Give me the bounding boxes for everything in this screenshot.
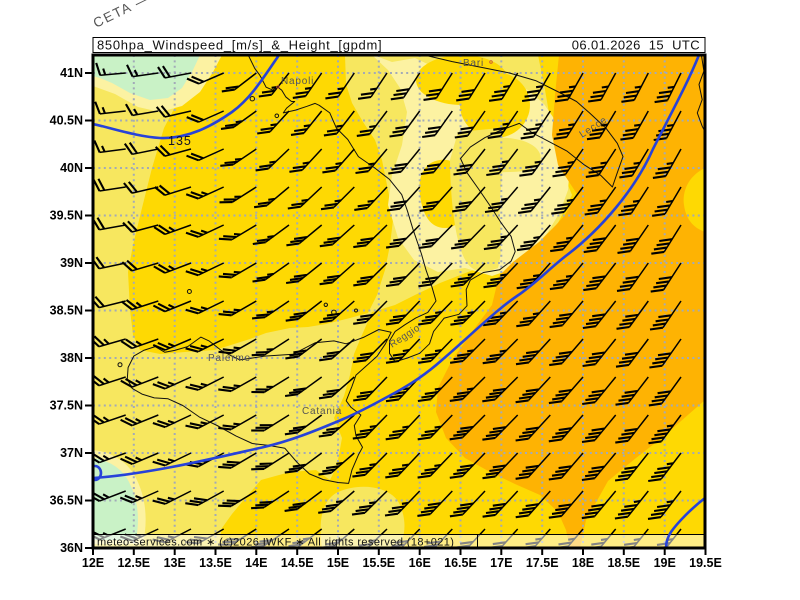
svg-text:06.01.2026 15 UTC: 06.01.2026 15 UTC <box>572 38 700 53</box>
svg-text:18.5E: 18.5E <box>607 556 640 570</box>
svg-text:Catania: Catania <box>302 406 342 417</box>
svg-text:37.5N: 37.5N <box>50 399 83 413</box>
svg-text:38N: 38N <box>60 351 83 365</box>
svg-text:36N: 36N <box>60 541 83 555</box>
svg-text:19.5E: 19.5E <box>689 556 722 570</box>
svg-text:38.5N: 38.5N <box>50 304 83 318</box>
svg-text:meteo-services.com ∗ (c)2026 I: meteo-services.com ∗ (c)2026 IWKF ∗ All … <box>97 537 454 549</box>
svg-text:17E: 17E <box>490 556 512 570</box>
svg-text:39.5N: 39.5N <box>50 209 83 223</box>
svg-text:18E: 18E <box>572 556 594 570</box>
svg-text:40N: 40N <box>60 161 83 175</box>
svg-text:19E: 19E <box>654 556 676 570</box>
svg-text:13E: 13E <box>164 556 186 570</box>
svg-text:37N: 37N <box>60 446 83 460</box>
svg-text:39N: 39N <box>60 256 83 270</box>
svg-text:15.5E: 15.5E <box>362 556 395 570</box>
svg-text:17.5E: 17.5E <box>526 556 559 570</box>
svg-text:135: 135 <box>168 134 192 148</box>
svg-text:16.5E: 16.5E <box>444 556 477 570</box>
svg-text:14E: 14E <box>245 556 267 570</box>
svg-text:36.5N: 36.5N <box>50 494 83 508</box>
svg-text:14.5E: 14.5E <box>281 556 314 570</box>
svg-text:850hpa_Windspeed_[m/s]_&_Heigh: 850hpa_Windspeed_[m/s]_&_Height_[gpdm] <box>97 38 382 53</box>
svg-text:41N: 41N <box>60 66 83 80</box>
svg-text:40.5N: 40.5N <box>50 114 83 128</box>
svg-text:Napoli: Napoli <box>281 76 314 87</box>
svg-text:Bari: Bari <box>463 58 484 69</box>
svg-text:15E: 15E <box>327 556 349 570</box>
svg-text:16E: 16E <box>409 556 431 570</box>
svg-text:12.5E: 12.5E <box>117 556 150 570</box>
svg-text:13.5E: 13.5E <box>199 556 232 570</box>
svg-text:Palermo: Palermo <box>208 353 251 364</box>
svg-text:12E: 12E <box>82 556 104 570</box>
